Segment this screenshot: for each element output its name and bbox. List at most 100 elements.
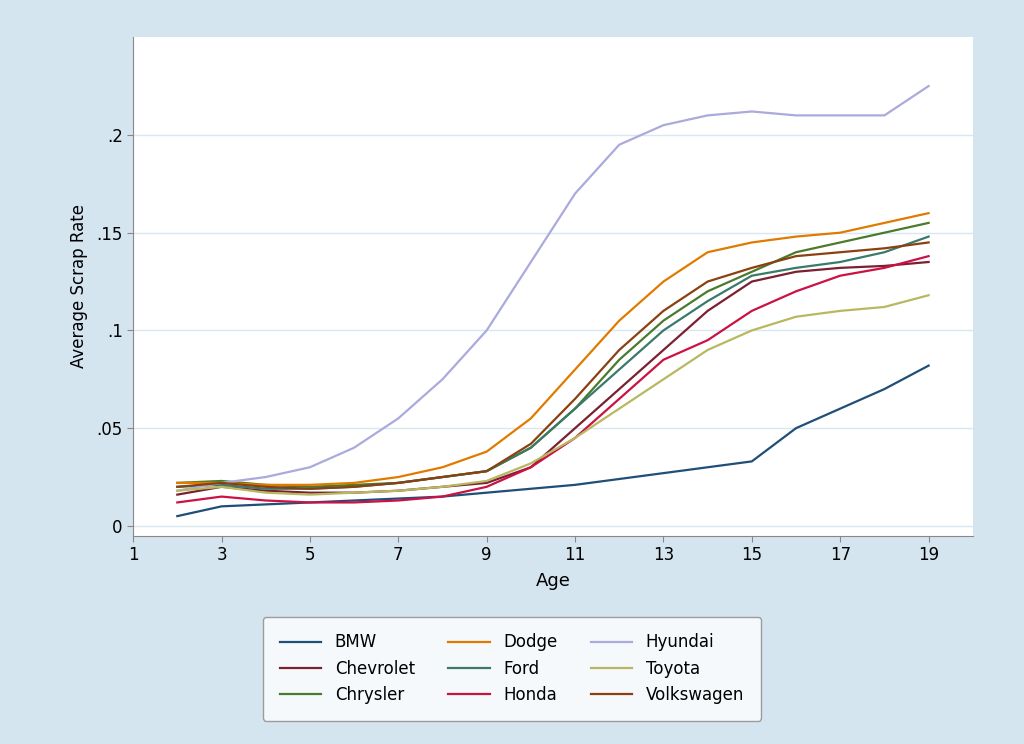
Hyundai: [923, 82, 935, 91]
Ford: [790, 263, 802, 272]
Chevrolet: [657, 345, 670, 354]
Hyundai: [835, 111, 847, 120]
Chevrolet: [923, 257, 935, 266]
Dodge: [215, 478, 227, 487]
Line: Dodge: Dodge: [177, 213, 929, 485]
Toyota: [613, 404, 626, 413]
Honda: [171, 498, 183, 507]
BMW: [215, 502, 227, 511]
Chrysler: [524, 443, 537, 452]
Toyota: [790, 312, 802, 321]
Chevrolet: [790, 267, 802, 276]
Chevrolet: [879, 261, 891, 270]
Hyundai: [613, 141, 626, 150]
Hyundai: [215, 478, 227, 487]
Toyota: [569, 434, 582, 443]
Hyundai: [171, 487, 183, 496]
Dodge: [436, 463, 449, 472]
Ford: [835, 257, 847, 266]
Hyundai: [304, 463, 316, 472]
Toyota: [524, 459, 537, 468]
Dodge: [701, 248, 714, 257]
Toyota: [835, 307, 847, 315]
Chrysler: [701, 287, 714, 296]
BMW: [524, 484, 537, 493]
BMW: [436, 492, 449, 501]
Hyundai: [480, 326, 493, 335]
Toyota: [879, 303, 891, 312]
BMW: [348, 496, 360, 505]
Dodge: [348, 478, 360, 487]
Toyota: [215, 482, 227, 491]
Chrysler: [480, 466, 493, 475]
Chrysler: [392, 478, 404, 487]
Honda: [524, 463, 537, 472]
Ford: [436, 472, 449, 481]
Hyundai: [569, 189, 582, 198]
BMW: [480, 488, 493, 497]
Volkswagen: [304, 484, 316, 493]
Volkswagen: [348, 482, 360, 491]
Hyundai: [436, 375, 449, 384]
Dodge: [745, 238, 758, 247]
Chrysler: [923, 219, 935, 228]
Line: BMW: BMW: [177, 365, 929, 516]
Ford: [480, 466, 493, 475]
BMW: [259, 500, 271, 509]
Ford: [215, 481, 227, 490]
BMW: [171, 512, 183, 521]
Ford: [745, 272, 758, 280]
Hyundai: [392, 414, 404, 423]
Volkswagen: [613, 345, 626, 354]
Line: Chrysler: Chrysler: [177, 223, 929, 487]
Honda: [304, 498, 316, 507]
Chevrolet: [613, 385, 626, 394]
Chevrolet: [215, 482, 227, 491]
Volkswagen: [524, 440, 537, 449]
BMW: [613, 475, 626, 484]
Chevrolet: [701, 307, 714, 315]
Hyundai: [657, 121, 670, 129]
Volkswagen: [835, 248, 847, 257]
Toyota: [436, 482, 449, 491]
Honda: [480, 482, 493, 491]
Hyundai: [745, 107, 758, 116]
Ford: [657, 326, 670, 335]
Volkswagen: [392, 478, 404, 487]
Dodge: [171, 478, 183, 487]
Ford: [701, 297, 714, 306]
Chrysler: [171, 478, 183, 487]
Volkswagen: [259, 482, 271, 491]
Hyundai: [259, 472, 271, 481]
Honda: [436, 492, 449, 501]
Honda: [348, 498, 360, 507]
BMW: [879, 385, 891, 394]
Ford: [879, 248, 891, 257]
Y-axis label: Average Scrap Rate: Average Scrap Rate: [70, 205, 88, 368]
Chevrolet: [835, 263, 847, 272]
Honda: [215, 492, 227, 501]
Honda: [701, 336, 714, 344]
Volkswagen: [923, 238, 935, 247]
Dodge: [923, 208, 935, 217]
Toyota: [480, 476, 493, 485]
Dodge: [392, 472, 404, 481]
Chrysler: [215, 476, 227, 485]
Honda: [835, 272, 847, 280]
Honda: [569, 434, 582, 443]
BMW: [304, 498, 316, 507]
Dodge: [259, 481, 271, 490]
Hyundai: [879, 111, 891, 120]
Toyota: [348, 488, 360, 497]
Line: Honda: Honda: [177, 256, 929, 502]
Dodge: [569, 365, 582, 374]
Honda: [613, 394, 626, 403]
BMW: [835, 404, 847, 413]
Chevrolet: [480, 478, 493, 487]
Ford: [304, 484, 316, 493]
Ford: [524, 443, 537, 452]
Honda: [923, 251, 935, 260]
Volkswagen: [569, 394, 582, 403]
Toyota: [304, 490, 316, 499]
BMW: [569, 481, 582, 490]
